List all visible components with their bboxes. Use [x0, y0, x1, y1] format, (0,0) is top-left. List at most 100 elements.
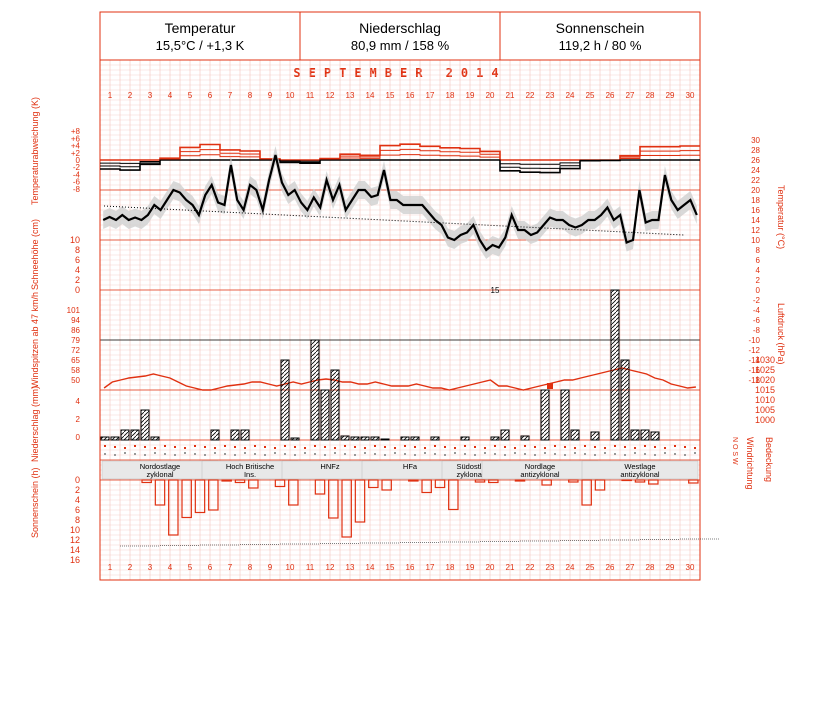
cloud-dot	[194, 445, 196, 447]
winddir-dot	[134, 453, 136, 455]
sunshine-bar	[594, 479, 606, 491]
tick-temperature: -6	[753, 316, 761, 325]
regime-label: Nordlage	[525, 462, 555, 471]
tick-sunshine: 8	[75, 515, 80, 525]
day-label-bottom: 29	[666, 563, 675, 572]
precip-bar	[610, 289, 620, 441]
cloud-dot	[594, 446, 596, 448]
day-label-bottom: 5	[188, 563, 193, 572]
cloud-dot	[384, 446, 386, 448]
tick-wind-gust: 72	[71, 346, 80, 355]
precip-bar	[210, 429, 220, 441]
tick-snow-depth: 0	[75, 285, 80, 295]
winddir-dot	[204, 454, 206, 456]
sunshine-bar	[288, 479, 299, 506]
day-label-top: 23	[546, 91, 555, 100]
day-label-top: 5	[188, 91, 193, 100]
temp-mean-line	[102, 154, 698, 252]
precip-bar	[640, 429, 650, 441]
cloud-dot	[284, 445, 286, 447]
day-label-top: 7	[228, 91, 233, 100]
winddir-dot	[514, 452, 516, 454]
tick-temperature: 24	[751, 166, 760, 175]
precip-bar	[130, 429, 140, 441]
day-label-bottom: 20	[486, 563, 495, 572]
cloud-dot	[604, 447, 606, 449]
cloud-dot	[664, 447, 666, 449]
tick-temperature: 28	[751, 146, 760, 155]
precip-bar	[410, 436, 420, 441]
winddir-dot	[604, 452, 606, 454]
sunshine-bar	[448, 479, 459, 511]
cloud-dot	[674, 445, 676, 447]
winddir-dot	[274, 452, 276, 454]
summary-sunshine-value: 119,2 h / 80 %	[558, 38, 642, 53]
cloud-dot	[264, 446, 266, 448]
tick-pressure: 1015	[755, 385, 775, 395]
precip-bar	[590, 431, 600, 441]
day-label-top: 28	[646, 91, 655, 100]
tick-sunshine: 2	[75, 485, 80, 495]
winddir-dot	[314, 453, 316, 455]
cloud-dot	[124, 447, 126, 449]
day-label-bottom: 12	[326, 563, 335, 572]
month-label: SEPTEMBER 2014	[293, 66, 507, 80]
winddir-dot	[624, 454, 626, 456]
winddir-dot	[364, 452, 366, 454]
cloud-dot	[494, 445, 496, 447]
regime-label: antizyklonal	[620, 470, 660, 479]
temp-anomaly-negative	[100, 159, 700, 165]
day-label-top: 10	[286, 91, 295, 100]
winddir-dot	[354, 454, 356, 456]
cloud-dot	[144, 446, 146, 448]
day-label-bottom: 16	[406, 563, 415, 572]
sunshine-bar	[488, 479, 499, 484]
sunshine-bar	[568, 479, 579, 483]
cloud-dot	[104, 445, 106, 447]
precip-bar	[290, 437, 300, 441]
summary-precipitation-value: 80,9 mm / 158 %	[350, 38, 450, 53]
cloud-dot	[634, 447, 636, 449]
precip-bar	[620, 359, 630, 441]
day-label-top: 9	[268, 91, 273, 100]
day-label-bottom: 11	[306, 563, 315, 572]
winddir-dot	[534, 454, 536, 456]
precip-bar	[340, 435, 350, 441]
summary-temperature: Temperatur 15,5°C / +1,3 K	[100, 13, 300, 59]
summary-sunshine: Sonnenschein 119,2 h / 80 %	[500, 13, 700, 59]
winddir-dot	[564, 454, 566, 456]
tick-pressure: 1005	[755, 405, 775, 415]
day-label-bottom: 24	[566, 563, 575, 572]
cloud-dot	[204, 446, 206, 448]
winddir-dot	[504, 454, 506, 456]
cloud-dot	[474, 446, 476, 448]
precip-bar	[240, 429, 250, 441]
day-label-bottom: 2	[128, 563, 133, 572]
cloud-dot	[694, 447, 696, 449]
tick-pressure: 1025	[755, 365, 775, 375]
sunshine-bar	[634, 479, 646, 483]
sunshine-bar	[341, 479, 352, 538]
regime-label: HFa	[403, 462, 418, 471]
tick-temperature: 26	[751, 156, 760, 165]
winddir-dot	[324, 454, 326, 456]
day-label-top: 25	[586, 91, 595, 100]
tick-temperature: -10	[748, 336, 760, 345]
tick-temp-anomaly: +8	[71, 127, 81, 136]
precip-bar	[360, 436, 370, 441]
precip-bar	[540, 389, 550, 441]
tick-temperature: 30	[751, 136, 760, 145]
sunshine-bar	[514, 479, 526, 482]
cloud-dot	[354, 446, 356, 448]
sunshine-bar	[648, 479, 659, 485]
cloud-dot	[234, 446, 236, 448]
regime-label: Westlage	[624, 462, 655, 471]
tick-pressure: 1010	[755, 395, 775, 405]
winddir-dot	[684, 454, 686, 456]
tick-snow-depth: 2	[75, 275, 80, 285]
cloud-dot	[454, 447, 456, 449]
tick-pressure: 1030	[755, 355, 775, 365]
precip-bar	[310, 339, 320, 441]
chart-frame	[99, 11, 701, 581]
